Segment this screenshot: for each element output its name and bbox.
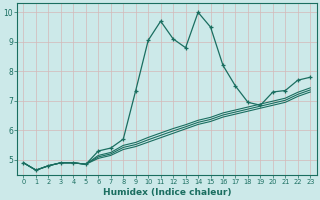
- X-axis label: Humidex (Indice chaleur): Humidex (Indice chaleur): [103, 188, 231, 197]
